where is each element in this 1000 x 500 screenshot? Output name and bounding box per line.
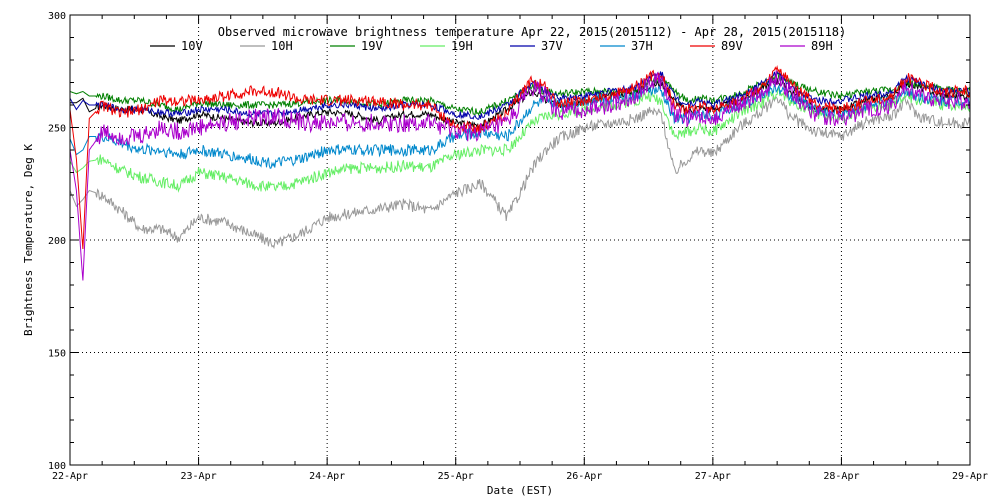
legend-label-19v: 19V	[361, 39, 383, 53]
chart-title: Observed microwave brightness temperatur…	[218, 25, 847, 39]
series-line-37h	[69, 84, 971, 169]
y-tick-label: 300	[48, 11, 66, 22]
legend-label-10h: 10H	[271, 39, 293, 53]
x-tick-label: 27-Apr	[695, 471, 731, 482]
series-lines	[69, 64, 971, 281]
grid-lines	[70, 15, 970, 465]
legend-label-10v: 10V	[181, 39, 203, 53]
series-line-10h	[69, 95, 971, 250]
y-tick-label: 200	[48, 236, 66, 247]
y-axis-label: Brightness Temperature, Deg K	[22, 144, 35, 336]
x-tick-label: 23-Apr	[181, 471, 217, 482]
axis-ticks	[69, 14, 971, 466]
legend: 10V 10H 19V 19H 37V 37H 89V 89H	[150, 39, 833, 53]
y-tick-label: 100	[48, 461, 66, 472]
legend-label-89v: 89V	[721, 39, 743, 53]
y-tick-label: 250	[48, 124, 66, 135]
x-tick-label: 25-Apr	[438, 471, 474, 482]
series-line-19h	[69, 86, 971, 193]
legend-label-89h: 89H	[811, 39, 833, 53]
x-tick-label: 24-Apr	[309, 471, 345, 482]
legend-label-37h: 37H	[631, 39, 653, 53]
y-tick-labels: 100 150 200 250 300	[48, 11, 66, 472]
x-axis-label: Date (EST)	[487, 484, 553, 497]
legend-label-19h: 19H	[451, 39, 473, 53]
legend-label-37v: 37V	[541, 39, 563, 53]
series-line-89h	[69, 70, 971, 281]
series-line-37v	[69, 71, 971, 120]
x-tick-labels: 22-Apr 23-Apr 24-Apr 25-Apr 26-Apr 27-Apr 28-A…	[52, 471, 988, 482]
x-tick-label: 28-Apr	[823, 471, 859, 482]
x-tick-label: 22-Apr	[52, 471, 88, 482]
x-tick-label: 29-Apr	[952, 471, 988, 482]
x-tick-label: 26-Apr	[566, 471, 602, 482]
y-tick-label: 150	[48, 349, 66, 360]
